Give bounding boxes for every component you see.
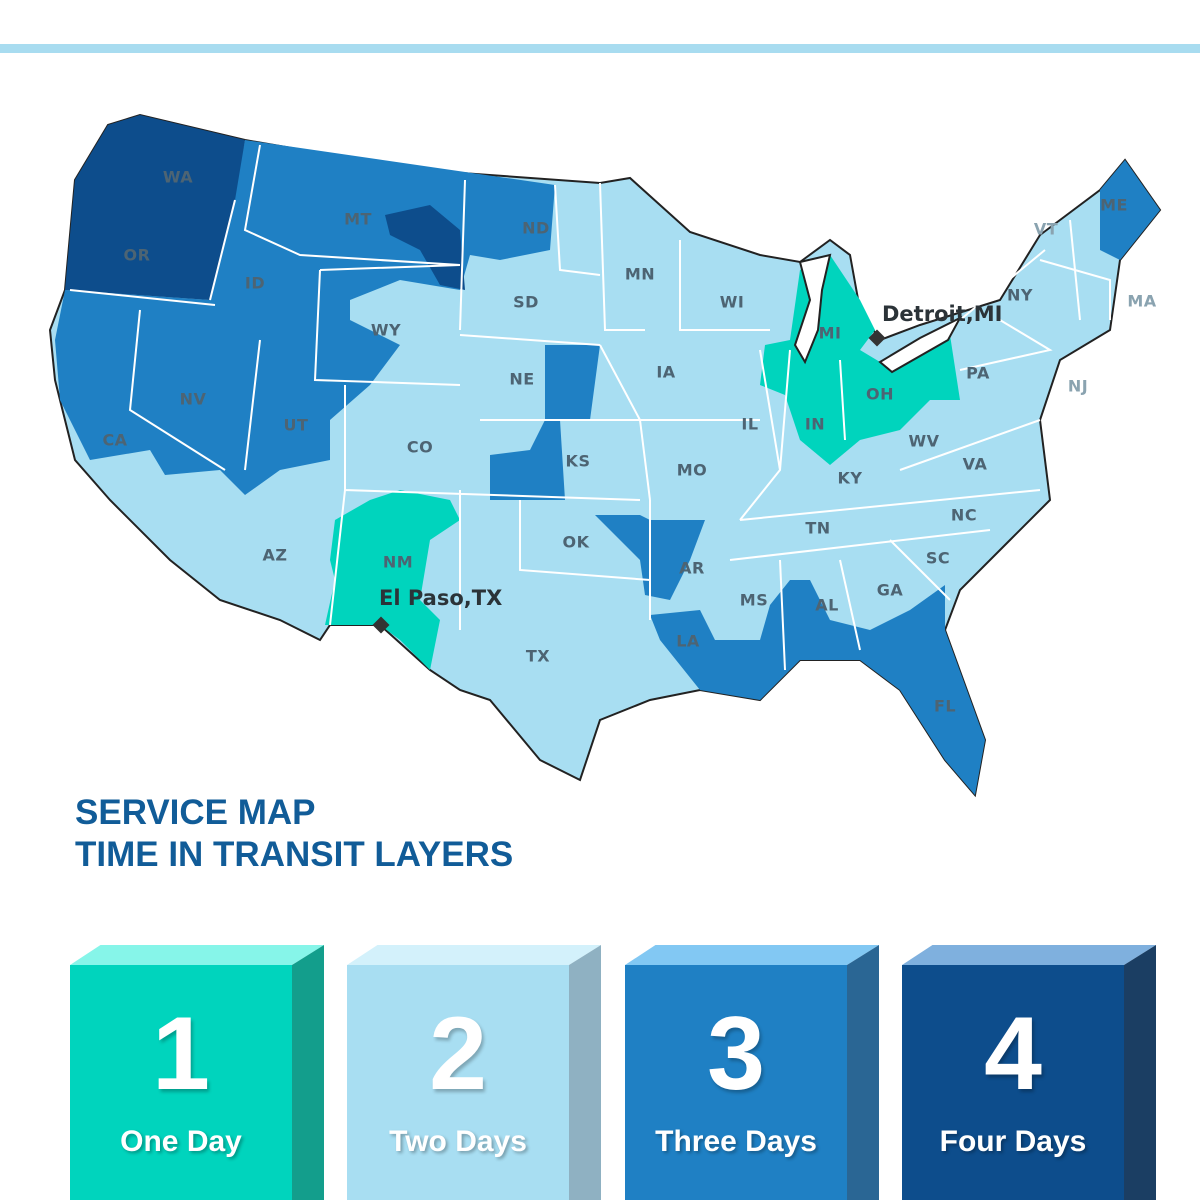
region-three-days-plains (490, 345, 600, 500)
state-label: UT (283, 415, 309, 435)
state-label: WA (162, 167, 194, 187)
state-label: PA (966, 363, 990, 383)
state-label: VT (1033, 219, 1059, 239)
box-side (1124, 945, 1156, 1200)
box-top (902, 945, 1156, 965)
state-label: MI (818, 323, 842, 343)
lake-michigan (793, 253, 832, 365)
legend-four-days: 4 Four Days (902, 945, 1156, 1200)
region-four-days-montana (385, 205, 465, 290)
legend-number: 4 (984, 996, 1042, 1112)
state-label: CO (406, 437, 434, 457)
box-side (847, 945, 879, 1200)
state-label: OH (866, 384, 894, 404)
state-label: ID (244, 273, 266, 293)
state-label: ND (522, 218, 550, 238)
state-label: OK (562, 532, 590, 552)
legend-label: Three Days (655, 1125, 817, 1158)
state-label: IA (656, 362, 676, 382)
region-four-days-northwest (65, 115, 245, 300)
state-label: MN (624, 264, 656, 284)
legend-two-days: 2 Two Days (347, 945, 601, 1200)
state-label: IN (804, 414, 826, 434)
state-label: AR (679, 558, 705, 578)
state-label: MS (739, 590, 769, 610)
state-label: NC (950, 505, 978, 525)
lake-erie (878, 315, 963, 374)
state-label: MA (1127, 291, 1157, 311)
top-accent-bar (0, 44, 1200, 53)
state-label: LA (676, 631, 700, 651)
region-three-days-maine (1100, 160, 1160, 260)
legend-one-day: 1 One Day (70, 945, 324, 1200)
title-line-1: SERVICE MAP (75, 793, 316, 832)
state-label: TX (525, 646, 551, 666)
region-one-day-new-mexico (325, 490, 460, 670)
legend-label: One Day (120, 1125, 242, 1158)
state-label: SC (925, 548, 951, 568)
state-label: MO (676, 460, 708, 480)
state-label: MT (344, 209, 372, 229)
box-top (70, 945, 324, 965)
legend-label: Two Days (389, 1125, 527, 1158)
legend-number: 1 (152, 996, 210, 1112)
state-label: TN (805, 518, 831, 538)
state-label: NY (1007, 285, 1033, 305)
state-label: NM (382, 552, 414, 572)
state-label: VA (962, 454, 988, 474)
city-label-detroit: Detroit,MI (882, 302, 1003, 326)
box-top (347, 945, 601, 965)
state-label: SD (513, 292, 539, 312)
state-label: AZ (262, 545, 288, 565)
state-label: FL (933, 696, 957, 716)
box-top (625, 945, 879, 965)
state-label: OR (123, 245, 151, 265)
region-three-days-southeast (650, 580, 985, 795)
legend-number: 3 (707, 996, 765, 1112)
state-label: WI (719, 292, 745, 312)
legend-number: 2 (429, 996, 487, 1112)
box-front: 3 Three Days (625, 965, 847, 1200)
state-label: NJ (1067, 376, 1089, 396)
state-label: GA (876, 580, 904, 600)
detroit-marker (868, 329, 886, 347)
state-label: NE (509, 369, 535, 389)
state-label: WV (908, 431, 940, 451)
box-front: 1 One Day (70, 965, 292, 1200)
state-label: ME (1100, 195, 1128, 215)
page-title: SERVICE MAP TIME IN TRANSIT LAYERS (75, 792, 513, 876)
box-front: 2 Two Days (347, 965, 569, 1200)
title-line-2: TIME IN TRANSIT LAYERS (75, 835, 514, 874)
box-side (292, 945, 324, 1200)
legend-three-days: 3 Three Days (625, 945, 879, 1200)
legend-label: Four Days (939, 1125, 1087, 1158)
state-borders (69, 144, 1111, 671)
state-label: NV (179, 389, 207, 409)
state-label: AL (815, 595, 839, 615)
city-label-el-paso: El Paso,TX (379, 586, 503, 610)
us-service-map (48, 113, 1162, 798)
box-side (569, 945, 601, 1200)
state-label: KS (565, 451, 591, 471)
state-label: IL (741, 414, 759, 434)
state-label: KY (837, 468, 863, 488)
box-front: 4 Four Days (902, 965, 1124, 1200)
el-paso-marker (372, 616, 390, 634)
state-label: WY (370, 320, 402, 340)
state-label: CA (102, 430, 128, 450)
